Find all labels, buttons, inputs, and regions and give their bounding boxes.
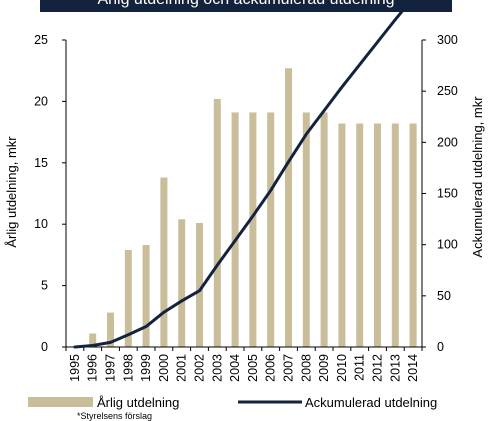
x-tick-label-2007: 2007 (282, 354, 296, 382)
x-tick-label-2004: 2004 (228, 354, 242, 382)
bar-2007 (285, 68, 292, 347)
y-right-tick-label: 0 (437, 340, 444, 354)
bar-2003 (213, 98, 221, 347)
bars-group (89, 68, 417, 348)
y-right-tick-label: 200 (437, 135, 458, 149)
chart-title: Årlig utdelning och ackumulerad utdelnin… (40, 0, 452, 9)
y-left-tick-label: 0 (41, 340, 48, 354)
x-tick-label-2011: 2011 (353, 354, 367, 381)
y-right-tick-label: 250 (437, 84, 458, 98)
line-ackumulerad-utdelning (73, 0, 414, 349)
bar-2004 (231, 112, 239, 348)
y-left-tick-label: 20 (34, 94, 48, 108)
x-tick-label-2002: 2002 (193, 354, 207, 382)
bar-2009 (320, 112, 328, 348)
bar-2005 (249, 112, 257, 348)
y-right-tick-label: 300 (437, 33, 458, 47)
y-left-tick-label: 15 (34, 156, 48, 170)
y-right-tick-label: 100 (437, 238, 458, 252)
bar-1997 (107, 312, 114, 347)
bar-1998 (124, 249, 132, 347)
footnote: *Styrelsens förslag (77, 411, 153, 421)
x-tick-label-2014: 2014 (406, 354, 420, 382)
x-tick-label-2003: 2003 (210, 354, 224, 382)
x-tick-label-2008: 2008 (299, 354, 313, 382)
bar-2011 (356, 123, 364, 347)
y-right-tick-label: 150 (437, 187, 458, 201)
axes-group (62, 39, 426, 351)
x-tick-label-2001: 2001 (175, 354, 189, 382)
legend-bar-label: Årlig utdelning (97, 395, 179, 410)
x-tick-label-2005: 2005 (246, 354, 260, 382)
chart-banner: Årlig utdelning och ackumulerad utdelnin… (40, 0, 452, 12)
x-tick-label-2012: 2012 (371, 354, 385, 382)
x-tick-label-2013: 2013 (388, 354, 402, 382)
line-group (73, 0, 414, 349)
bar-2010 (338, 123, 346, 347)
y-left-tick-label: 25 (34, 33, 48, 47)
x-tick-label-1999: 1999 (139, 354, 153, 382)
legend-line-label: Ackumulerad utdelning (305, 395, 437, 410)
y-axis-left-title: Årlig utdelning, mkr (4, 136, 19, 248)
x-tick-label-1997: 1997 (104, 354, 118, 382)
x-tick-label-2006: 2006 (264, 354, 278, 382)
y-left-tick-label: 10 (34, 217, 48, 231)
bar-2008 (302, 112, 310, 348)
bar-1999 (142, 245, 150, 347)
legend: Årlig utdelning Ackumulerad utdelning (28, 395, 437, 410)
bar-2002 (196, 222, 203, 347)
legend-bar-swatch (28, 397, 93, 407)
y-left-tick-label: 5 (41, 279, 48, 293)
y-axis-right-title: Ackumulerad utdelning, mkr (470, 96, 485, 258)
bar-2001 (178, 219, 186, 347)
bar-2006 (267, 112, 275, 348)
bar-2000 (160, 177, 168, 347)
bar-2014 (409, 123, 417, 347)
x-tick-label-1996: 1996 (86, 354, 100, 382)
x-tick-label-2000: 2000 (157, 354, 171, 382)
x-tick-label-2010: 2010 (335, 354, 349, 382)
bar-2013 (391, 123, 399, 347)
x-tick-label-1995: 1995 (68, 354, 82, 382)
x-tick-label-2009: 2009 (317, 354, 331, 382)
bar-2012 (374, 123, 381, 347)
bar-1996 (89, 333, 97, 347)
y-right-tick-label: 50 (437, 289, 451, 303)
x-tick-label-1998: 1998 (121, 354, 135, 382)
